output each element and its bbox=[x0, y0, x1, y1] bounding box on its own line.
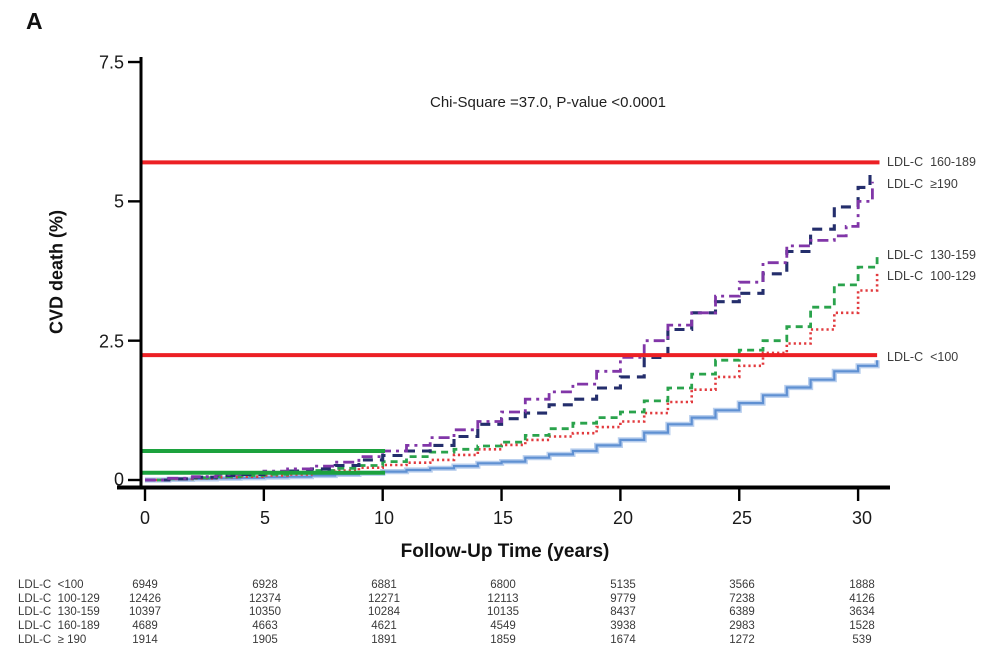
risk-count: 10135 bbox=[487, 606, 519, 618]
y-tick-label: 0 bbox=[113, 469, 124, 490]
risk-count: 4126 bbox=[849, 593, 875, 605]
risk-count: 10397 bbox=[129, 606, 161, 618]
risk-count: 6389 bbox=[729, 606, 755, 618]
risk-count: 1905 bbox=[252, 634, 278, 646]
risk-count: 1272 bbox=[729, 634, 755, 646]
risk-row-label: LDL-C 160-189 bbox=[18, 620, 100, 632]
risk-count: 1891 bbox=[371, 634, 397, 646]
risk-count: 8437 bbox=[610, 606, 636, 618]
risk-count: 4663 bbox=[252, 620, 278, 632]
x-tick-label: 10 bbox=[373, 508, 395, 528]
x-tick-label: 20 bbox=[612, 508, 634, 528]
risk-row-label: LDL-C 100-129 bbox=[18, 593, 100, 605]
risk-count: 7238 bbox=[729, 593, 755, 605]
curve-label-ldl-100-129: LDL-C 100-129 bbox=[887, 269, 976, 283]
risk-table-row: LDL-C 100-129 12426 12374 12271 12113 97… bbox=[0, 593, 997, 607]
x-tick-label: 25 bbox=[731, 508, 753, 528]
risk-table-row: LDL-C <100 6949 6928 6881 6800 5135 3566… bbox=[0, 579, 997, 593]
y-tick-label: 5 bbox=[113, 191, 124, 212]
chi-square-annotation: Chi-Square =37.0, P-value <0.0001 bbox=[430, 94, 666, 111]
risk-count: 1914 bbox=[132, 634, 158, 646]
panel-letter: A bbox=[26, 8, 43, 34]
curve-label-ldl-160-189: LDL-C 160-189 bbox=[887, 155, 976, 169]
y-tick-label: 2.5 bbox=[98, 331, 124, 352]
risk-table-row: LDL-C 160-189 4689 4663 4621 4549 3938 2… bbox=[0, 620, 997, 634]
risk-count: 4621 bbox=[371, 620, 397, 632]
x-tick-label: 0 bbox=[139, 508, 151, 528]
risk-count: 12113 bbox=[487, 593, 519, 605]
risk-count: 12426 bbox=[129, 593, 161, 605]
risk-count: 6928 bbox=[252, 579, 278, 591]
risk-table-row: LDL-C ≥ 190 1914 1905 1891 1859 1674 127… bbox=[0, 634, 997, 648]
risk-row-label: LDL-C <100 bbox=[18, 579, 84, 591]
risk-count: 4689 bbox=[132, 620, 158, 632]
risk-count: 12271 bbox=[368, 593, 400, 605]
risk-row-label: LDL-C ≥ 190 bbox=[18, 634, 87, 646]
curve-label-ldl-ge-190: LDL-C ≥190 bbox=[887, 177, 958, 191]
y-axis-title: CVD death (%) bbox=[46, 209, 67, 335]
risk-count: 3938 bbox=[610, 620, 636, 632]
curve-label-ldl-130-159: LDL-C 130-159 bbox=[887, 248, 976, 262]
risk-count: 539 bbox=[852, 634, 872, 646]
curve-label-ldl-lt-100: LDL-C <100 bbox=[887, 350, 959, 364]
risk-count: 6949 bbox=[132, 579, 158, 591]
x-tick-label: 5 bbox=[259, 508, 271, 528]
risk-count: 1674 bbox=[610, 634, 636, 646]
risk-count: 1888 bbox=[849, 579, 875, 591]
risk-row-label: LDL-C 130-159 bbox=[18, 606, 100, 618]
y-tick-label: 7.5 bbox=[98, 52, 124, 73]
x-tick-label: 30 bbox=[851, 508, 873, 528]
risk-count: 10350 bbox=[249, 606, 281, 618]
risk-count: 4549 bbox=[490, 620, 516, 632]
risk-count: 1859 bbox=[490, 634, 516, 646]
risk-count: 6800 bbox=[490, 579, 516, 591]
risk-table-row: LDL-C 130-159 10397 10350 10284 10135 84… bbox=[0, 606, 997, 620]
risk-count: 6881 bbox=[371, 579, 397, 591]
risk-count: 10284 bbox=[368, 606, 400, 618]
risk-count: 12374 bbox=[249, 593, 281, 605]
risk-count: 9779 bbox=[610, 593, 636, 605]
risk-count: 5135 bbox=[610, 579, 636, 591]
risk-count: 2983 bbox=[729, 620, 755, 632]
risk-count: 3634 bbox=[849, 606, 875, 618]
risk-count: 3566 bbox=[729, 579, 755, 591]
risk-count: 1528 bbox=[849, 620, 875, 632]
x-axis-title: Follow-Up Time (years) bbox=[400, 541, 610, 562]
x-tick-label: 15 bbox=[492, 508, 514, 528]
